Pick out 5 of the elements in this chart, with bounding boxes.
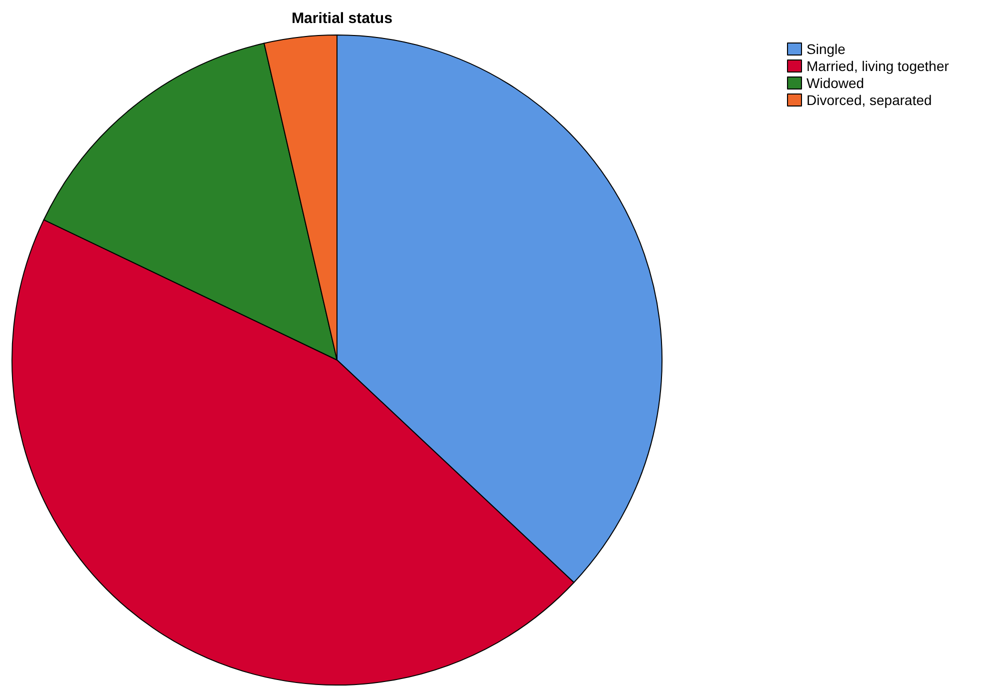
legend-label: Married, living together	[806, 58, 950, 74]
legend-label: Divorced, separated	[806, 92, 932, 108]
legend-label: Widowed	[806, 75, 864, 91]
legend-label: Single	[806, 41, 846, 57]
chart-title: Maritial status	[292, 10, 392, 27]
